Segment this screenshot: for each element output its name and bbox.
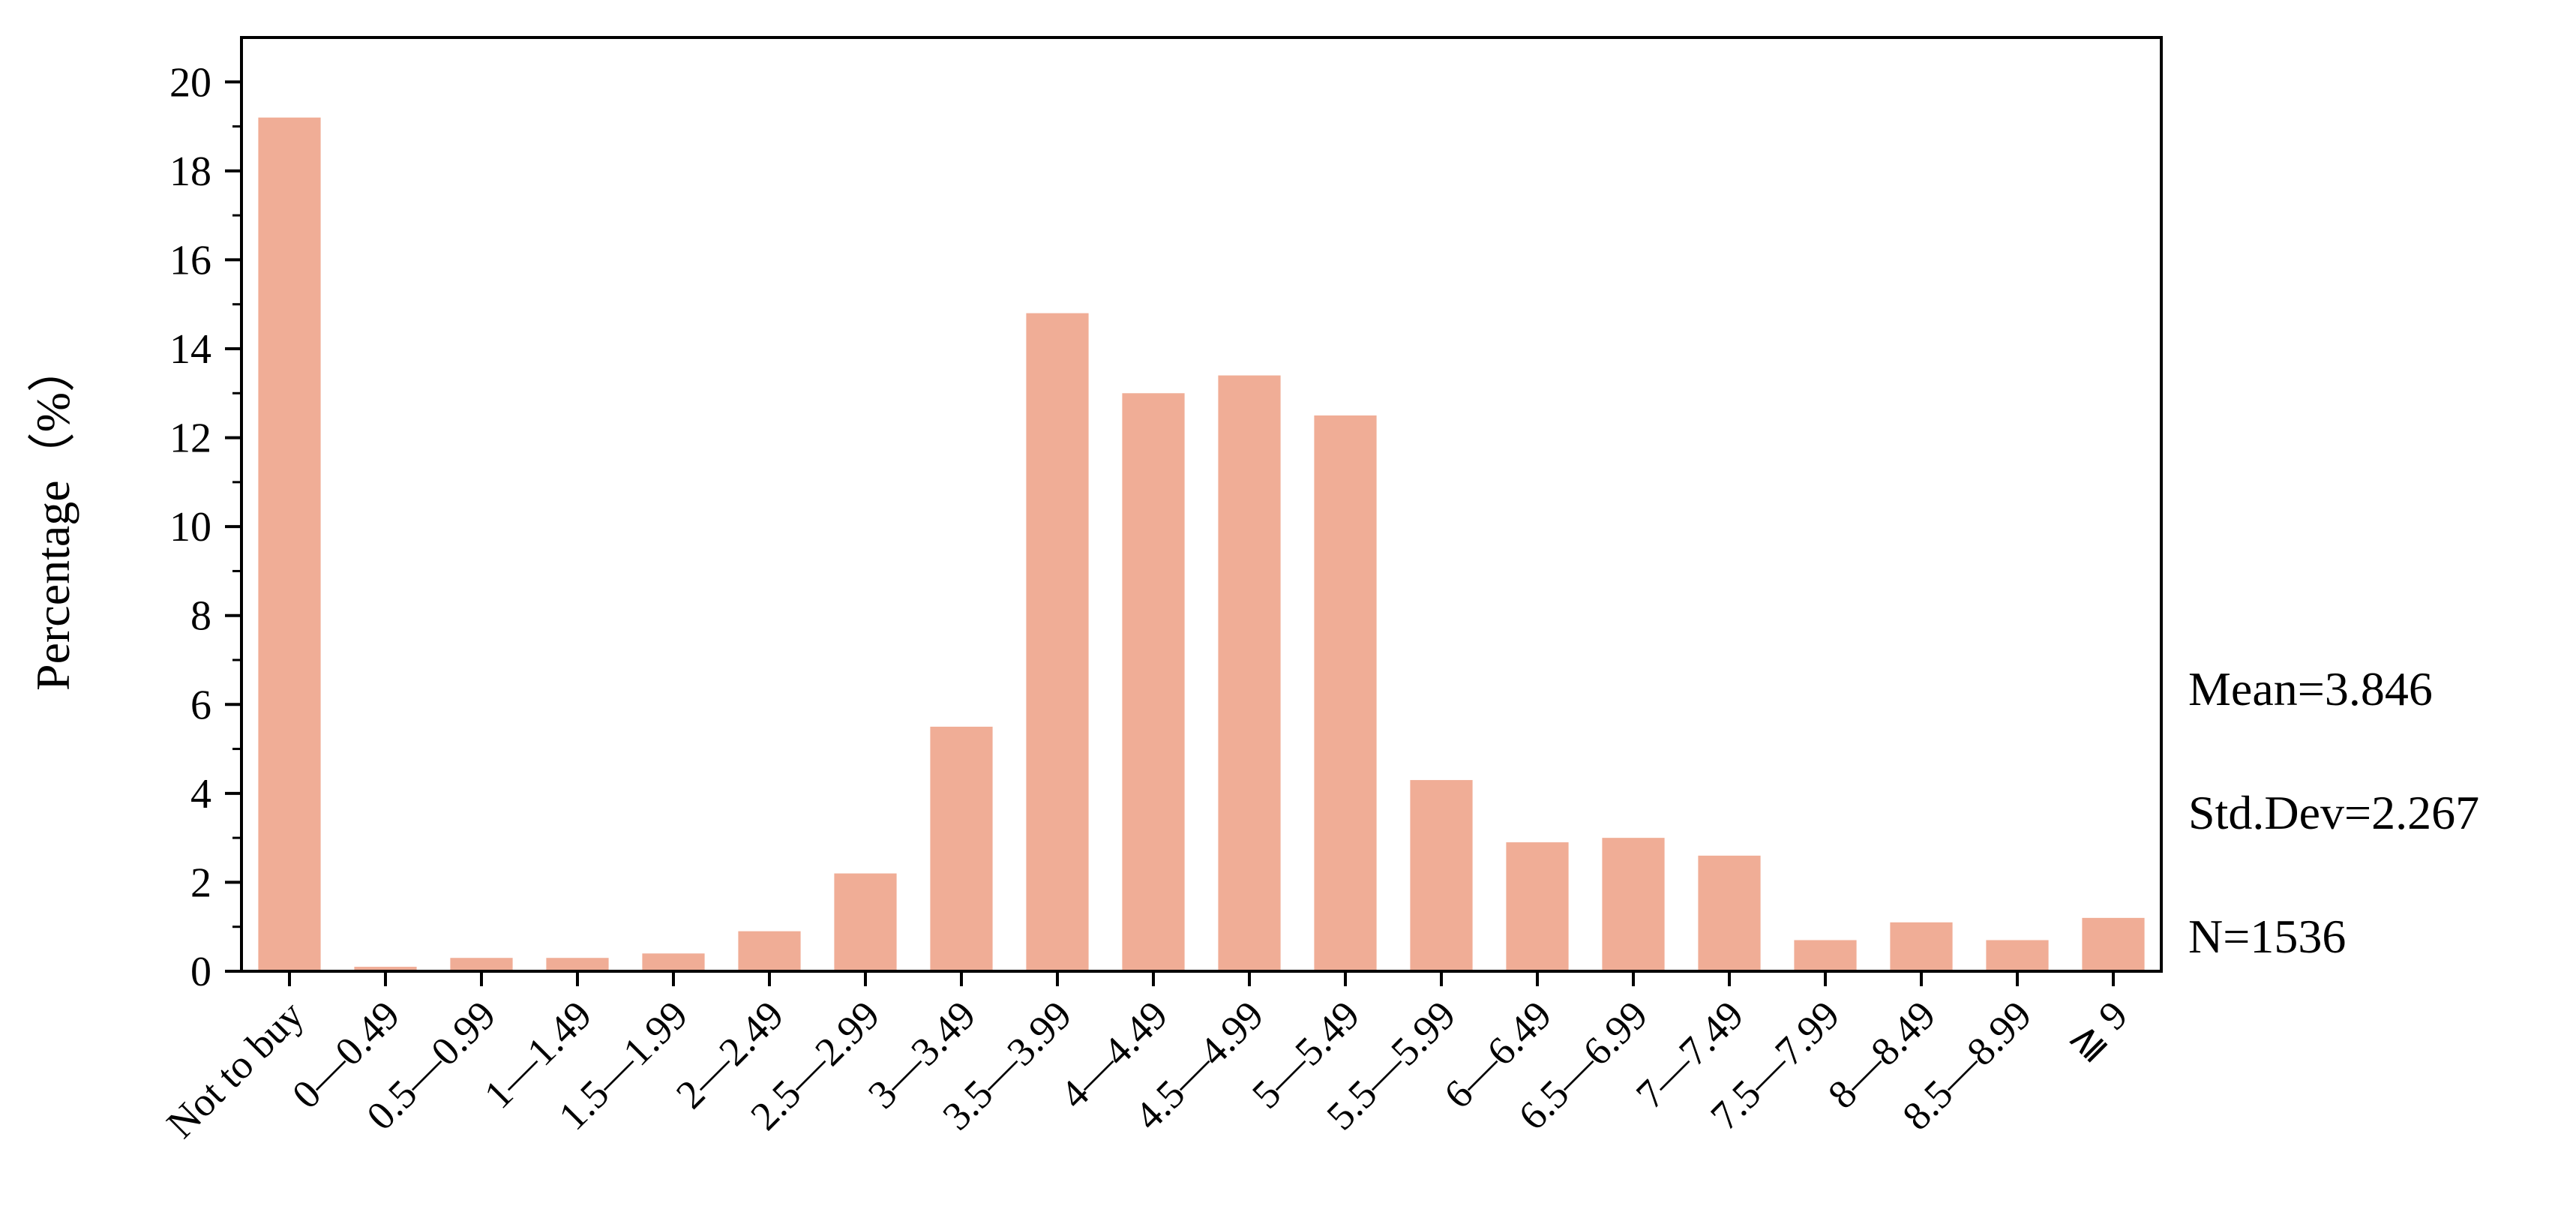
- x-tick-label-0: Not to buy: [158, 992, 313, 1147]
- y-tick-label-0: 0: [190, 949, 211, 995]
- std-dev-annotation: Std.Dev=2.267: [2188, 786, 2479, 839]
- bar-8: [1026, 313, 1089, 972]
- bar-2: [450, 958, 513, 971]
- mean-annotation: Mean=3.846: [2188, 662, 2433, 716]
- y-tick-label-4: 8: [190, 593, 211, 640]
- y-tick-label-3: 6: [190, 682, 211, 728]
- y-tick-label-9: 18: [169, 148, 211, 195]
- bar-17: [1890, 922, 1953, 971]
- bar-18: [1986, 940, 2049, 971]
- plot-frame: [240, 36, 2163, 973]
- bar-19: [2082, 917, 2145, 971]
- n-annotation: N=1536: [2188, 910, 2346, 963]
- bar-5: [738, 931, 801, 971]
- y-tick-label-5: 10: [169, 504, 211, 550]
- y-tick-label-2: 4: [190, 771, 211, 818]
- y-tick-label-7: 14: [169, 326, 211, 373]
- y-axis-title: Percentage（%）: [26, 344, 79, 691]
- bar-14: [1602, 838, 1665, 971]
- bar-11: [1314, 415, 1377, 971]
- bar-1: [354, 967, 417, 971]
- bar-10: [1218, 375, 1281, 972]
- bar-7: [930, 726, 993, 971]
- bar-6: [834, 873, 897, 971]
- bar-12: [1410, 780, 1473, 971]
- x-tick-label-19: ≧ 9: [2059, 992, 2136, 1070]
- bar-0: [258, 117, 321, 972]
- bar-16: [1794, 940, 1857, 971]
- bar-3: [546, 958, 609, 971]
- bar-9: [1122, 393, 1185, 971]
- bar-4: [642, 953, 705, 971]
- bar-13: [1506, 842, 1569, 971]
- y-tick-label-1: 2: [190, 860, 211, 906]
- y-tick-label-8: 16: [169, 237, 211, 284]
- bar-15: [1698, 855, 1761, 971]
- y-tick-label-6: 12: [169, 416, 211, 462]
- y-tick-label-10: 20: [169, 59, 211, 106]
